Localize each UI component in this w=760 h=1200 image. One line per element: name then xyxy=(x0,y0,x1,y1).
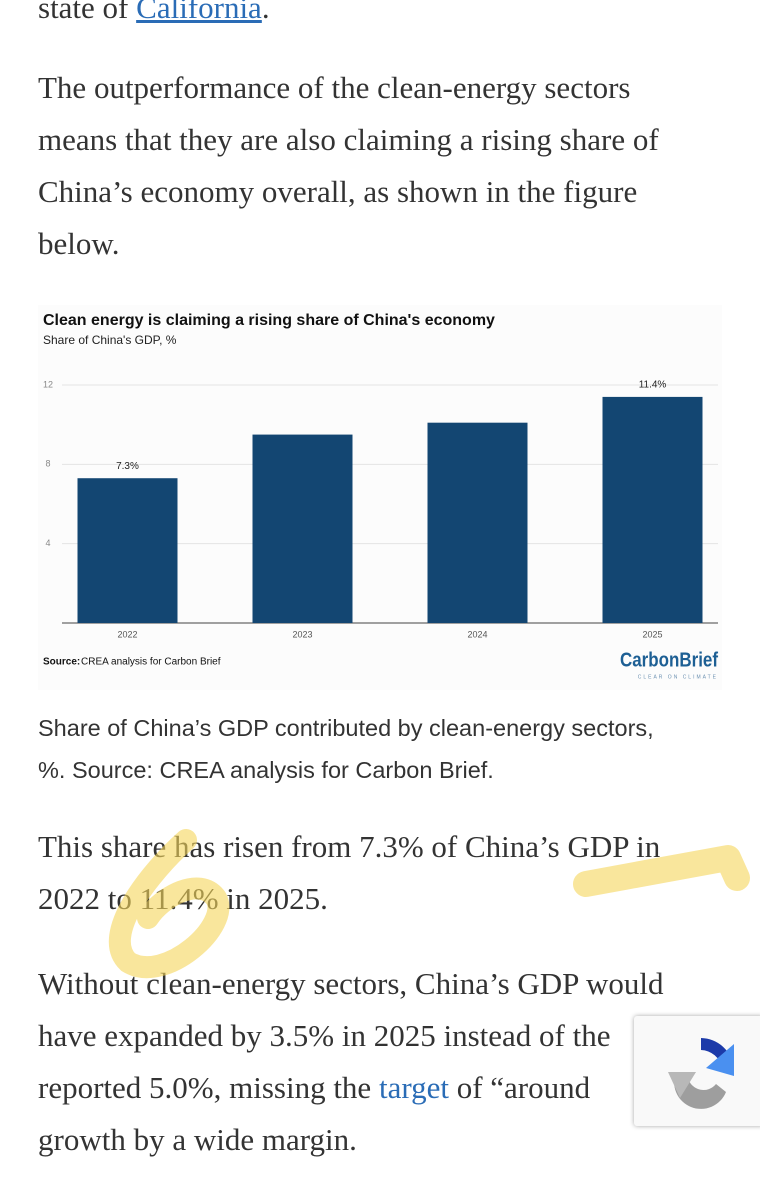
paragraph-line: This share has risen from 7.3% of China’… xyxy=(38,829,661,864)
paragraph-line: growth by a wide margin. xyxy=(38,1122,357,1157)
intro-line: state of California. xyxy=(38,0,270,34)
paragraph-line: China’s economy overall, as shown in the… xyxy=(38,174,638,209)
paragraph-line: The outperformance of the clean-energy s… xyxy=(38,70,631,105)
caption-line: Share of China’s GDP contributed by clea… xyxy=(38,715,654,741)
x-tick-label: 2023 xyxy=(292,629,312,639)
text: reported 5.0%, missing the xyxy=(38,1070,379,1105)
paragraph-line: 2022 to 11.4% in 2025. xyxy=(38,881,328,916)
value-label: 11.4% xyxy=(639,380,667,391)
y-tick-label: 4 xyxy=(45,538,50,548)
link[interactable]: target xyxy=(378,1070,449,1105)
y-tick-label: 8 xyxy=(45,459,50,469)
paragraph-line: Without clean-energy sectors, China’s GD… xyxy=(38,966,664,1001)
logo: CarbonBrief xyxy=(620,649,718,671)
source: CREA analysis for Carbon Brief xyxy=(81,657,221,668)
chart-subtitle: Share of China's GDP, % xyxy=(43,333,177,347)
text: of “around xyxy=(448,1070,591,1105)
icon-part xyxy=(668,1072,696,1098)
source-label: Source: xyxy=(43,657,80,668)
x-tick-label: 2024 xyxy=(467,629,487,639)
caption-line: %. Source: CREA analysis for Carbon Brie… xyxy=(38,757,494,783)
recaptcha-icon xyxy=(668,1038,734,1109)
chart-title: Clean energy is claiming a rising share … xyxy=(43,312,495,329)
logo-tagline: CLEAR ON CLIMATE xyxy=(638,674,718,680)
bar xyxy=(427,422,528,623)
bar xyxy=(252,434,353,623)
text: state of xyxy=(38,0,137,25)
bar xyxy=(602,396,703,623)
text: . xyxy=(261,0,270,25)
chart: Clean energy is claiming a rising share … xyxy=(38,305,722,690)
y-tick-label: 12 xyxy=(43,379,53,389)
paragraph-line: reported 5.0%, missing the target of “ar… xyxy=(38,1062,590,1114)
paragraph-line: means that they are also claiming a risi… xyxy=(38,122,659,157)
paragraph-line: have expanded by 3.5% in 2025 instead of… xyxy=(38,1018,611,1053)
value-label: 7.3% xyxy=(116,461,139,472)
icon-part xyxy=(706,1044,734,1076)
x-tick-label: 2025 xyxy=(642,629,662,639)
link[interactable]: California xyxy=(136,0,262,25)
paragraph-line: below. xyxy=(38,226,120,261)
x-tick-label: 2022 xyxy=(117,629,137,639)
bar xyxy=(77,478,178,623)
recaptcha-badge[interactable] xyxy=(634,1016,760,1126)
